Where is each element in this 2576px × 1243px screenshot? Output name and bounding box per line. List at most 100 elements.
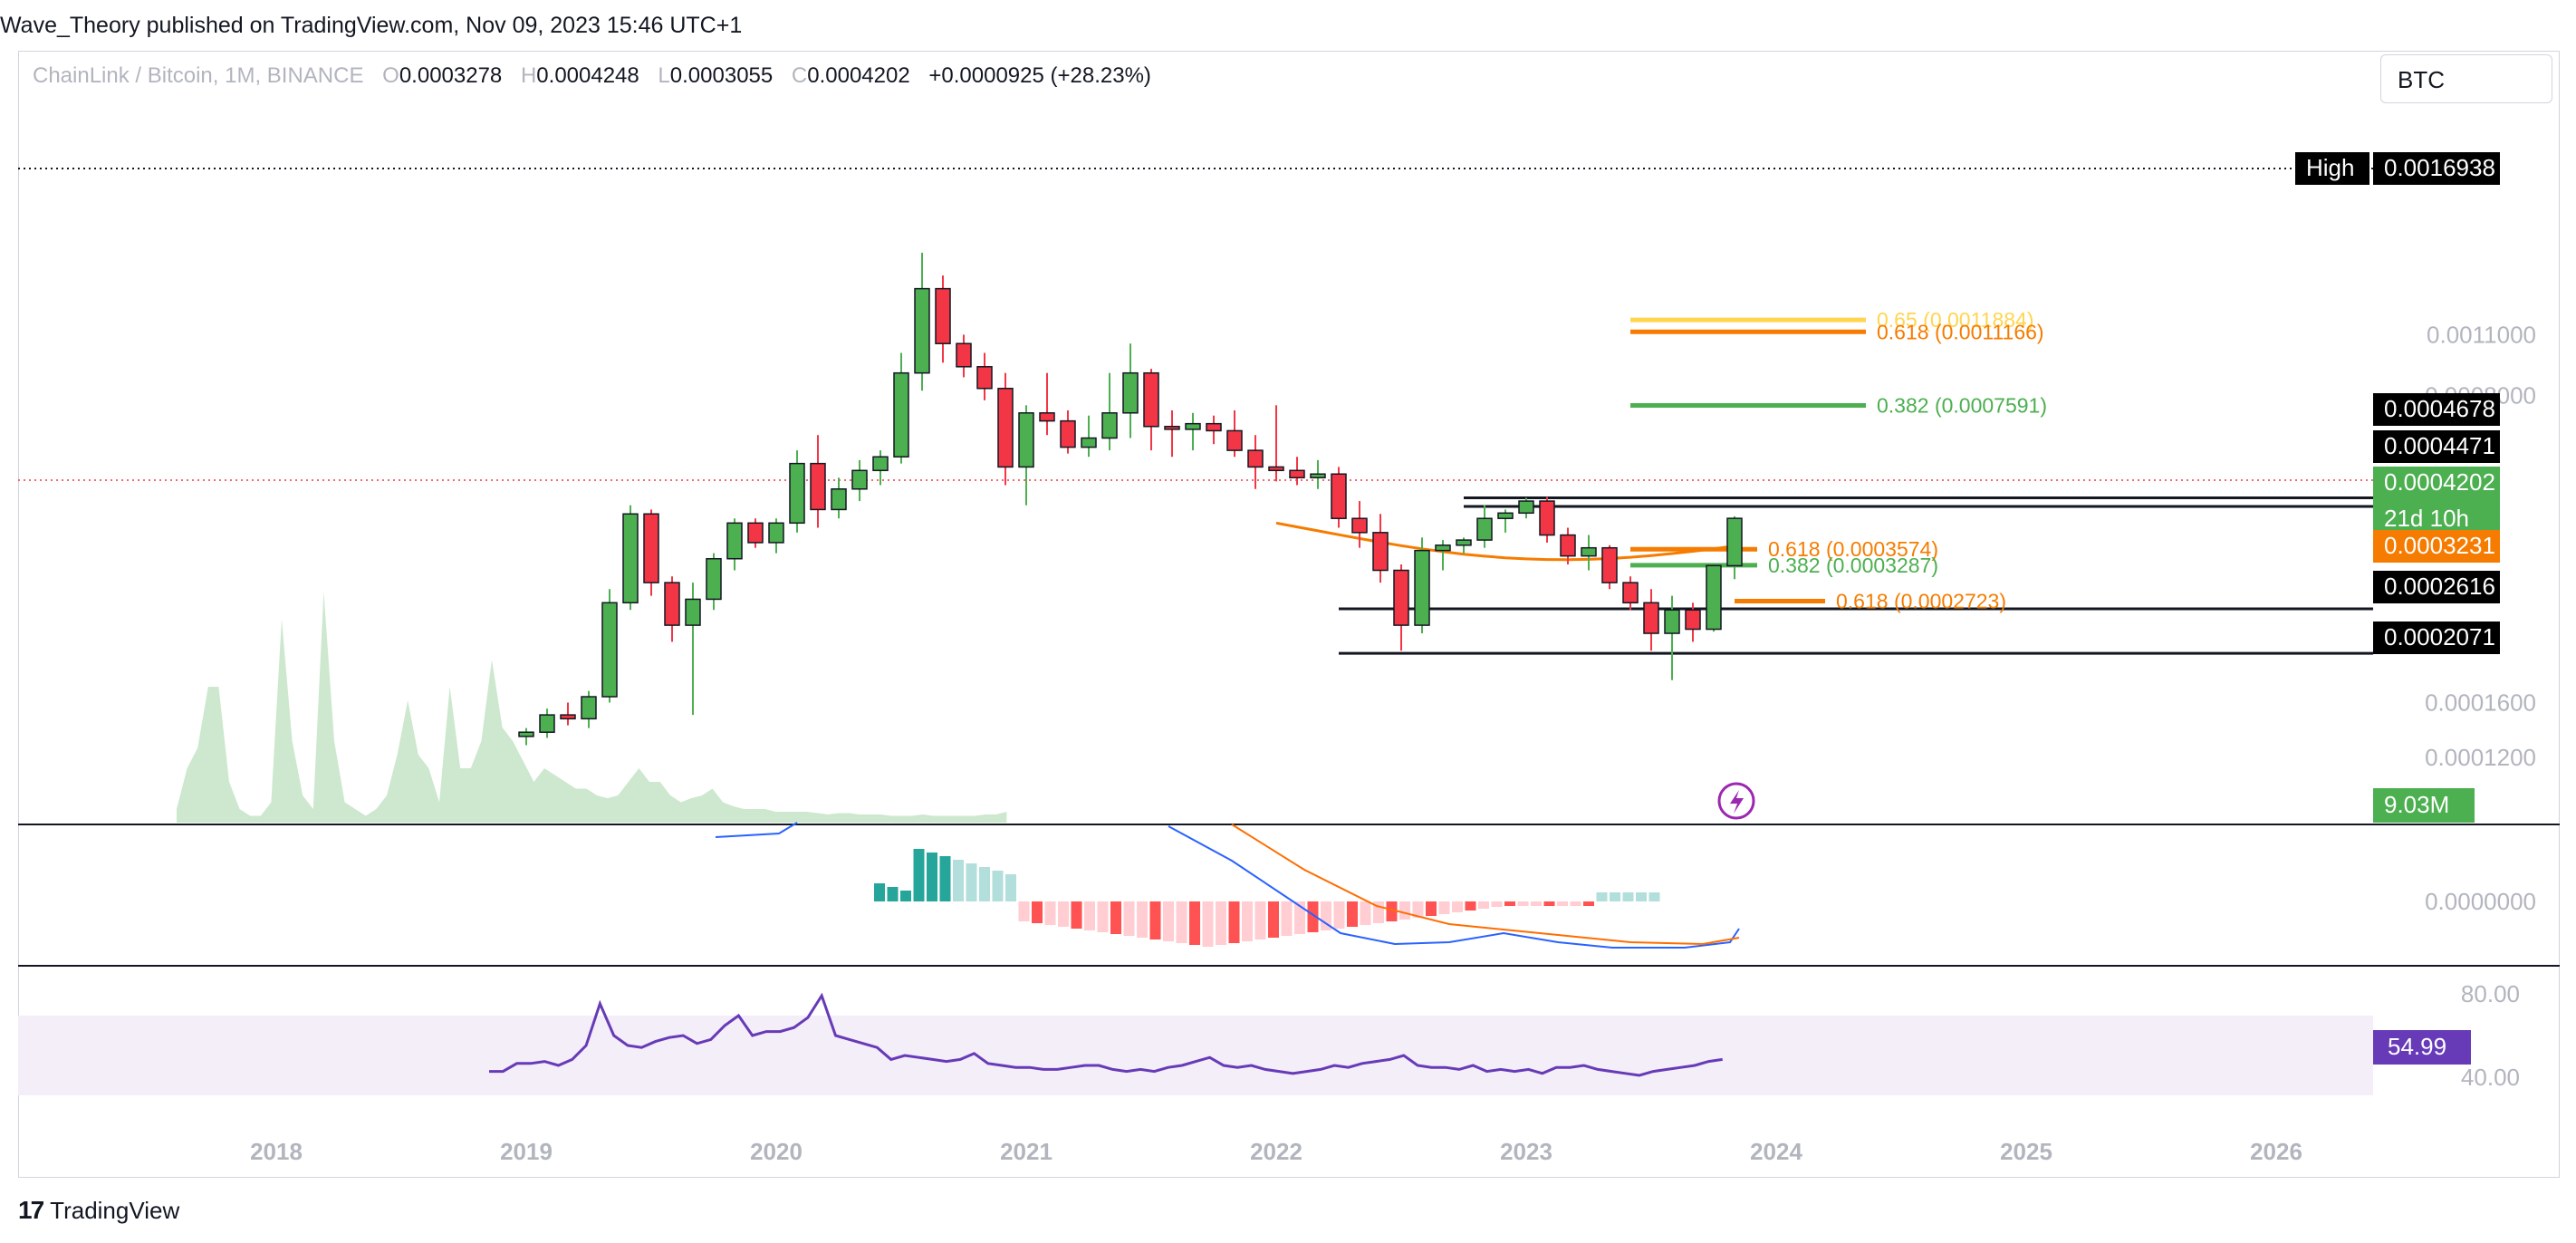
candle-body: [1206, 422, 1222, 432]
macd-histogram-bar: [1636, 892, 1647, 901]
candle-body: [1289, 469, 1305, 478]
candle-body: [997, 387, 1014, 468]
macd-histogram-bar: [1596, 892, 1608, 901]
macd-histogram-bar: [939, 856, 951, 901]
macd-histogram-bar: [1281, 901, 1293, 936]
macd-histogram-bar: [979, 867, 990, 901]
bolt-icon[interactable]: [1717, 782, 1755, 820]
macd-histogram-bar: [887, 887, 899, 901]
macd-histogram-bar: [1163, 901, 1174, 941]
candle-body: [518, 731, 534, 737]
fib-level-label: 0.618 (0.0002723): [1836, 590, 2006, 613]
candle-body: [1685, 609, 1701, 631]
macd-histogram-bar: [1176, 901, 1187, 943]
candle-body: [622, 513, 639, 604]
macd-histogram-bar: [1216, 901, 1226, 945]
macd-histogram-bar: [1504, 901, 1515, 906]
macd-histogram-bar: [913, 849, 925, 901]
macd-histogram-bar: [900, 891, 911, 901]
candle-body: [1060, 419, 1076, 448]
macd-histogram-bar: [1583, 901, 1594, 906]
candle-body: [1560, 534, 1576, 557]
symbol-legend: ChainLink / Bitcoin, 1M, BINANCE O 0.0003…: [33, 63, 1151, 89]
candle-body: [768, 522, 784, 544]
candle-body: [1101, 412, 1118, 439]
macd-histogram-bar: [1032, 901, 1043, 923]
x-tick-label: 2026: [2250, 1138, 2302, 1165]
candle-body: [1122, 371, 1139, 414]
candle-body: [914, 287, 930, 374]
candle-body: [956, 342, 972, 368]
y-tick-label: 0.0011000: [2427, 321, 2536, 348]
price-label-box: [2373, 622, 2500, 654]
candle-body: [643, 513, 659, 583]
macd-histogram-bar: [1610, 892, 1620, 901]
candle-body: [810, 462, 826, 511]
candle-body: [1601, 546, 1618, 583]
candle-body: [1081, 437, 1097, 448]
candle-body: [1539, 500, 1555, 536]
high-key: H: [520, 63, 537, 88]
x-tick-label: 2018: [250, 1138, 303, 1165]
low-key: L: [658, 63, 670, 88]
candle-body: [1226, 429, 1243, 451]
macd-histogram-bar: [1347, 901, 1358, 927]
price-label-box: [2373, 393, 2500, 426]
low-value: 0.0003055: [669, 63, 774, 88]
axis-layer: 2018 2019 2020 2021 2022 2023 2024 2025 2026 0.00…: [250, 152, 2536, 1165]
macd-histogram-bar: [1110, 901, 1121, 934]
x-tick-label: 2024: [1750, 1138, 1802, 1165]
high-tag-box: [2295, 152, 2369, 185]
macd-histogram-bar: [1543, 901, 1555, 906]
x-tick-label: 2020: [750, 1138, 803, 1165]
open-key: O: [382, 63, 399, 88]
price-label-box: [2373, 571, 2500, 603]
candle-body: [1351, 517, 1368, 534]
macd-line: [715, 822, 1740, 949]
tradingview-logo[interactable]: 17: [18, 1196, 44, 1224]
moving-average-line: [1275, 521, 1735, 562]
chart-panel: [18, 51, 2560, 1178]
candles-layer: [518, 252, 1743, 746]
macd-histogram-bar: [1242, 901, 1253, 941]
y-tick-label: 0.0001600: [2425, 689, 2536, 717]
volume-label-box: [2373, 788, 2475, 823]
macd-histogram-bar: [1268, 901, 1279, 938]
macd-histogram-bar: [1386, 901, 1398, 921]
macd-histogram-bar: [1321, 901, 1331, 930]
candle-body: [1664, 609, 1680, 634]
macd-histogram-bar: [1438, 901, 1450, 914]
high-tag-label: High: [2306, 154, 2354, 181]
candle-body: [1497, 512, 1514, 519]
fib-level-label: 0.382 (0.0007591): [1877, 394, 2047, 418]
rsi-band: [18, 1016, 2373, 1095]
brand-name[interactable]: TradingView: [50, 1196, 180, 1224]
rsi-lower-label: 40.00: [2461, 1064, 2520, 1091]
candle-body: [1331, 473, 1347, 519]
macd-histogram-bar: [1097, 901, 1109, 932]
candle-body: [726, 522, 743, 560]
macd-histogram-bar: [1426, 901, 1437, 916]
price-label-value: 0.0002616: [2384, 573, 2495, 600]
macd-histogram-bar: [1044, 901, 1056, 925]
price-label-value: 0.0002071: [2384, 623, 2495, 650]
candle-body: [1143, 371, 1159, 428]
candle-body: [1247, 449, 1264, 468]
high-value: 0.0004248: [536, 63, 639, 88]
candle-body: [1393, 569, 1409, 626]
x-tick-label: 2019: [500, 1138, 553, 1165]
candle-body: [1435, 544, 1451, 552]
x-tick-label: 2021: [1000, 1138, 1053, 1165]
macd-histogram-bar: [1123, 901, 1135, 936]
candle-body: [1018, 412, 1034, 468]
candle-body: [1456, 539, 1472, 546]
symbol-name[interactable]: ChainLink / Bitcoin, 1M, BINANCE: [33, 63, 364, 88]
macd-zero-label: 0.0000000: [2425, 888, 2536, 915]
price-label-countdown: 21d 10h: [2384, 505, 2469, 532]
currency-selector[interactable]: BTC: [2380, 54, 2552, 103]
levels-layer: 0.65 (0.0011884)0.618 (0.0011166) 0.382 (…: [1275, 308, 2373, 655]
candle-body: [706, 557, 722, 601]
price-label-box: [2373, 467, 2500, 539]
close-key: C: [791, 63, 808, 88]
macd-histogram-bar: [1294, 901, 1305, 934]
